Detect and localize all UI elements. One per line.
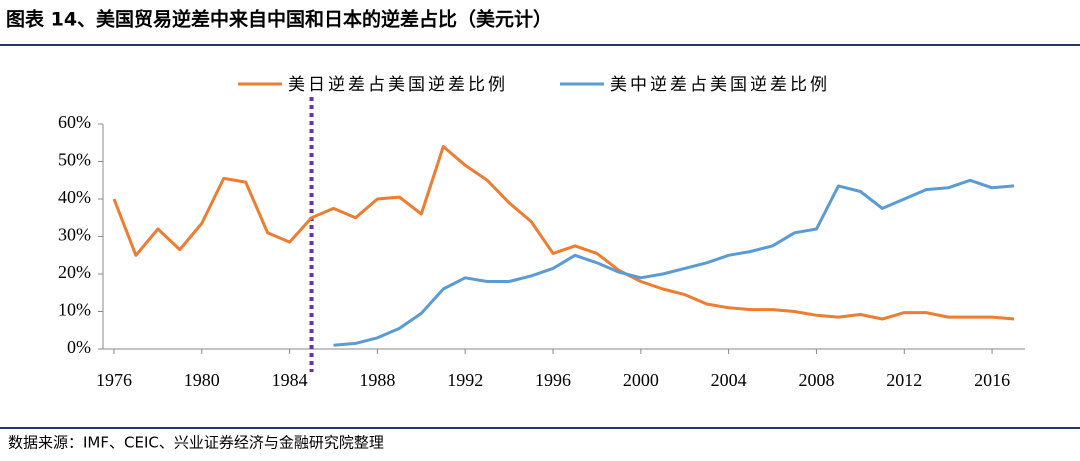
x-tick-label: 2016 bbox=[974, 370, 1010, 390]
source: 数据来源：IMF、CEIC、兴业证券经济与金融研究院整理 bbox=[8, 434, 384, 452]
legend-label: 美中逆差占美国逆差比例 bbox=[610, 75, 830, 95]
y-tick-label: 10% bbox=[58, 300, 91, 320]
series-line bbox=[112, 145, 1015, 321]
series-line bbox=[333, 178, 1015, 347]
header-rule bbox=[0, 44, 1080, 46]
x-tick-label: 2004 bbox=[711, 370, 747, 390]
x-tick-label: 1984 bbox=[272, 370, 308, 390]
y-tick-label: 30% bbox=[58, 225, 91, 245]
y-tick-label: 0% bbox=[67, 337, 91, 357]
x-tick-label: 1996 bbox=[535, 370, 571, 390]
x-tick-label: 2012 bbox=[886, 370, 922, 390]
x-tick-label: 1976 bbox=[96, 370, 132, 390]
y-tick-label: 50% bbox=[58, 150, 91, 170]
legend-label: 美日逆差占美国逆差比例 bbox=[288, 75, 508, 95]
page-title: 图表 14、美国贸易逆差中来自中国和日本的逆差占比（美元计） bbox=[6, 8, 552, 31]
x-tick-label: 2008 bbox=[798, 370, 834, 390]
x-tick-label: 1988 bbox=[359, 370, 395, 390]
footer-rule bbox=[0, 427, 1080, 429]
x-tick-label: 2000 bbox=[623, 370, 659, 390]
y-tick-label: 20% bbox=[58, 262, 91, 282]
y-tick-label: 40% bbox=[58, 187, 91, 207]
x-tick-label: 1992 bbox=[447, 370, 483, 390]
x-tick-label: 1980 bbox=[184, 370, 220, 390]
y-tick-label: 60% bbox=[58, 112, 91, 132]
